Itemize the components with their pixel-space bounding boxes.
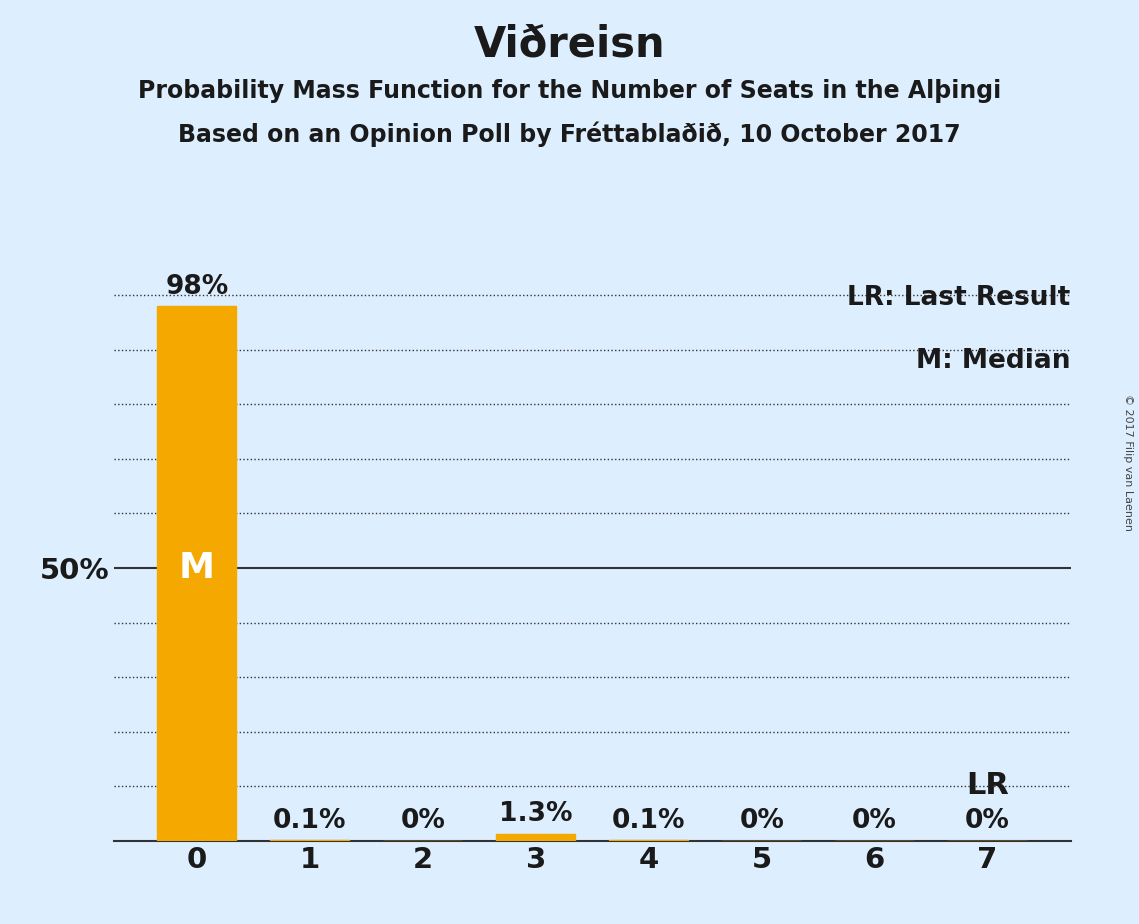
Text: LR: LR	[966, 771, 1009, 800]
Text: 0%: 0%	[852, 808, 898, 834]
Text: Probability Mass Function for the Number of Seats in the Alþingi: Probability Mass Function for the Number…	[138, 79, 1001, 103]
Text: LR: Last Result: LR: Last Result	[847, 286, 1071, 311]
Text: 0.1%: 0.1%	[612, 808, 686, 833]
Text: 0%: 0%	[965, 808, 1010, 834]
Text: M: Median: M: Median	[916, 348, 1071, 374]
Text: 0%: 0%	[739, 808, 784, 834]
Text: 1.3%: 1.3%	[499, 801, 573, 827]
Text: 98%: 98%	[165, 274, 229, 299]
Text: Viðreisn: Viðreisn	[474, 23, 665, 65]
Bar	[497, 833, 575, 841]
Text: © 2017 Filip van Laenen: © 2017 Filip van Laenen	[1123, 394, 1133, 530]
Text: M: M	[179, 551, 215, 585]
Bar	[157, 306, 237, 841]
Text: Based on an Opinion Poll by Fréttablaðið, 10 October 2017: Based on an Opinion Poll by Fréttablaðið…	[178, 122, 961, 148]
Text: 0%: 0%	[401, 808, 445, 834]
Text: 0.1%: 0.1%	[273, 808, 346, 833]
